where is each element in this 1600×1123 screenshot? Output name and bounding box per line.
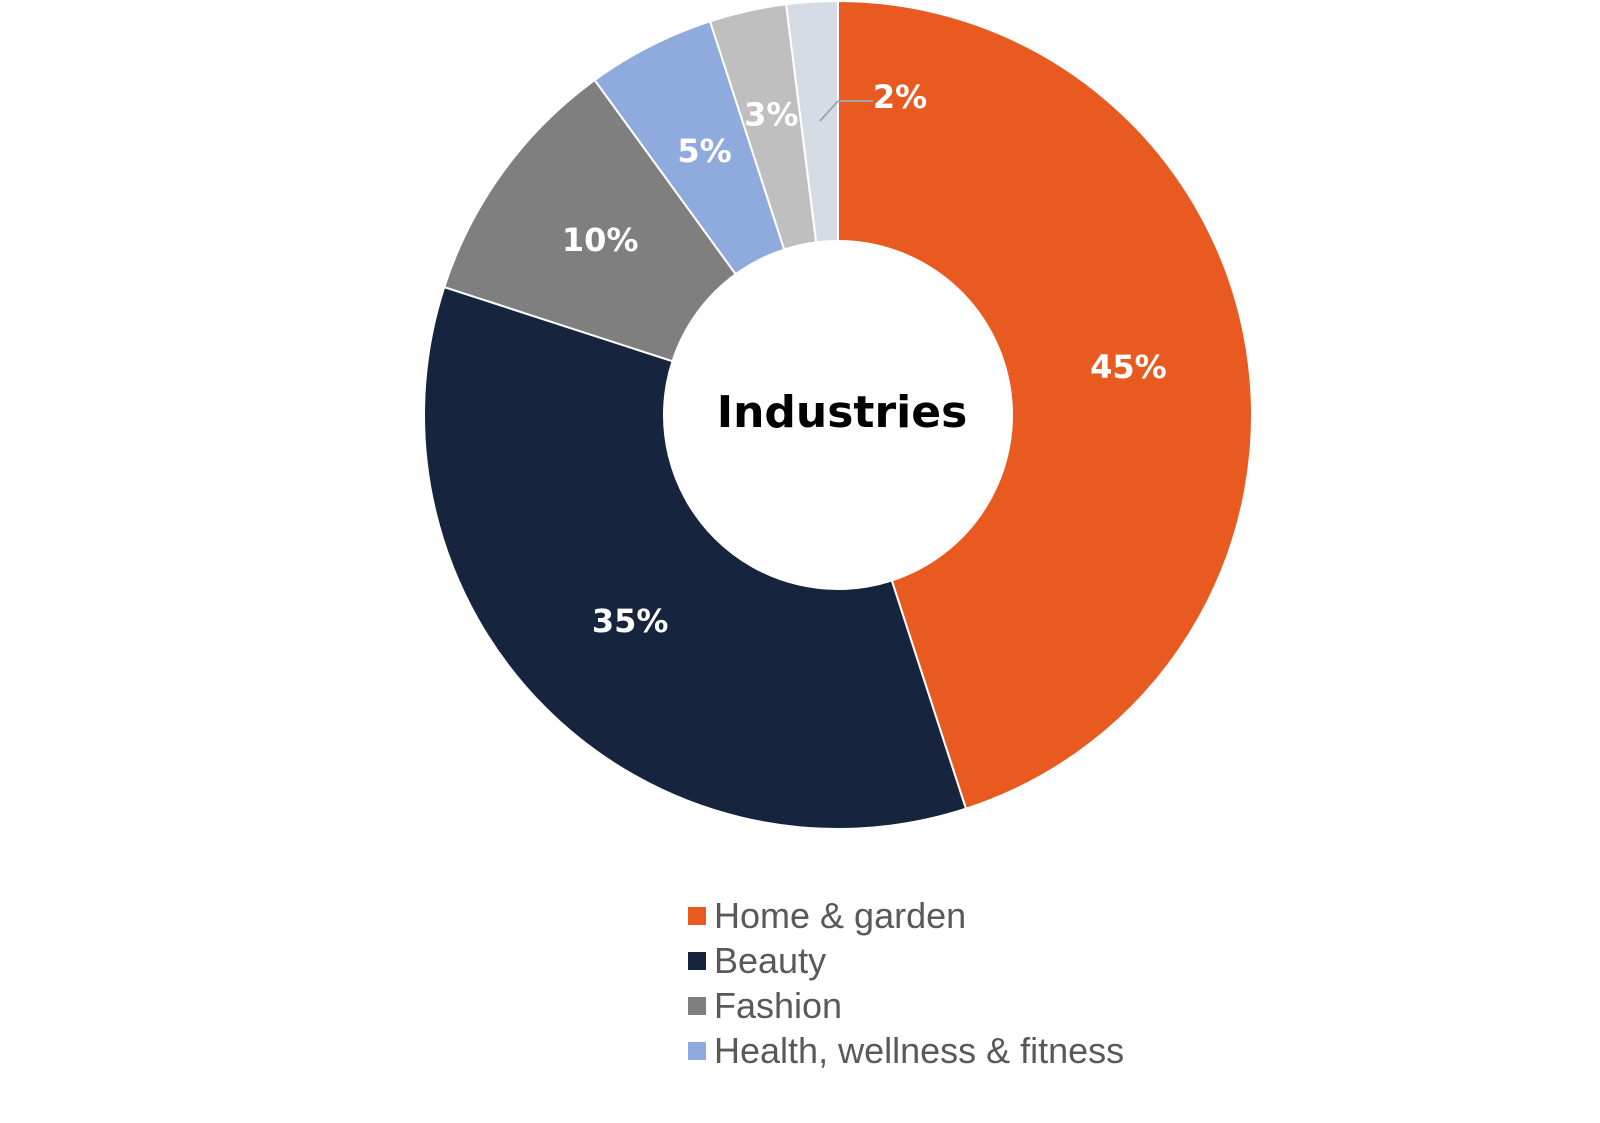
legend-item: Health, wellness & fitness — [688, 1028, 1124, 1073]
donut-slice — [784, 0, 839, 244]
donut-slice — [837, 0, 1253, 810]
legend-item: Beauty — [688, 938, 1124, 983]
legend-label: Fashion — [714, 985, 843, 1026]
chart-center-title: Industries — [717, 387, 968, 438]
legend-item: Home & garden — [688, 893, 1124, 938]
data-label-leader-line — [819, 100, 839, 122]
data-labels: 45% 35% 10% 5% 3% 2% — [562, 78, 1167, 640]
donut-slices — [423, 0, 1253, 830]
legend-label: Beauty — [714, 940, 827, 981]
donut-slice — [423, 285, 968, 830]
legend-swatch — [688, 1041, 706, 1060]
legend-swatch — [688, 906, 706, 925]
legend-swatch — [688, 951, 706, 970]
data-label: 5% — [677, 132, 731, 170]
legend-label: Health, wellness & fitness — [714, 1030, 1125, 1071]
chart-legend: Home & garden Beauty Fashion Health, wellne… — [688, 893, 1124, 1073]
donut-slice — [443, 78, 738, 363]
legend-swatch — [688, 996, 706, 1015]
data-label: 2% — [873, 78, 927, 116]
data-label: 3% — [744, 95, 798, 133]
legend-item: Fashion — [688, 983, 1124, 1028]
data-label: 45% — [1090, 348, 1167, 386]
legend-label: Home & garden — [714, 895, 967, 936]
data-label: 10% — [562, 221, 639, 259]
data-label: 35% — [592, 602, 669, 640]
